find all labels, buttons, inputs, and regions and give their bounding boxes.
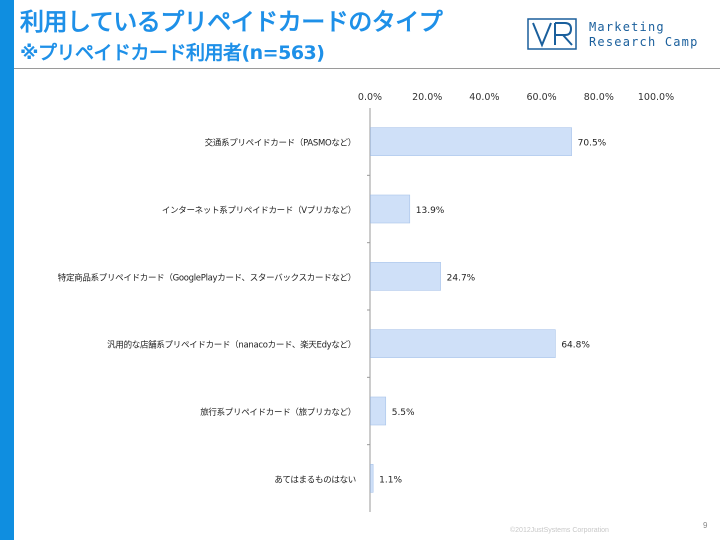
data-label: 64.8%: [561, 341, 590, 351]
bar-chart: 0.0% 20.0% 40.0% 60.0% 80.0% 100.0% 70.5% 交通系プリ…: [58, 92, 674, 512]
page-title: 利用しているプリペイドカードのタイプ: [20, 8, 443, 36]
category-label: あてはまるものはない: [274, 475, 356, 485]
page-number: 9: [703, 521, 708, 530]
bar: [370, 396, 387, 426]
logo-text: Marketing Research Camp: [589, 20, 699, 50]
logo-text-line1: Marketing: [589, 20, 665, 34]
category-label: 交通系プリペイドカード（PASMOなど）: [205, 138, 356, 149]
logo: Marketing Research Camp: [527, 18, 713, 52]
data-label: 13.9%: [416, 206, 445, 216]
copyright-text: ©2012JustSystems Corporation: [510, 527, 609, 534]
data-label: 24.7%: [447, 273, 476, 283]
x-tick-label: 100.0%: [638, 92, 674, 103]
x-tick-label: 0.0%: [358, 92, 382, 103]
bar: [370, 127, 572, 156]
data-label: 1.1%: [379, 475, 402, 485]
category-label: 特定商品系プリペイドカード（GooglePlayカード、スターバックスカードなど…: [58, 272, 356, 283]
x-tick-label: 20.0%: [412, 92, 442, 103]
category-label: インターネット系プリペイドカード（Vプリカなど）: [162, 205, 356, 216]
bar: [370, 194, 411, 224]
page-subtitle: ※プリペイドカード利用者(n=563): [20, 42, 325, 64]
logo-text-line2: Research Camp: [589, 35, 699, 49]
header-divider: [14, 68, 720, 69]
x-tick-label: 60.0%: [527, 92, 557, 103]
x-tick-label: 40.0%: [469, 92, 499, 103]
bar: [370, 464, 374, 493]
bar: [370, 329, 556, 358]
category-label: 汎用的な店舗系プリペイドカード（nanacoカード、楽天Edyなど）: [107, 340, 356, 351]
data-label: 70.5%: [578, 139, 607, 149]
category-label: 旅行系プリペイドカード（旅プリカなど）: [200, 407, 356, 418]
logo-mark-icon: [527, 18, 577, 50]
left-accent-bar: [0, 0, 14, 540]
data-label: 5.5%: [392, 408, 415, 418]
bar: [370, 262, 441, 291]
x-tick-label: 80.0%: [584, 92, 614, 103]
